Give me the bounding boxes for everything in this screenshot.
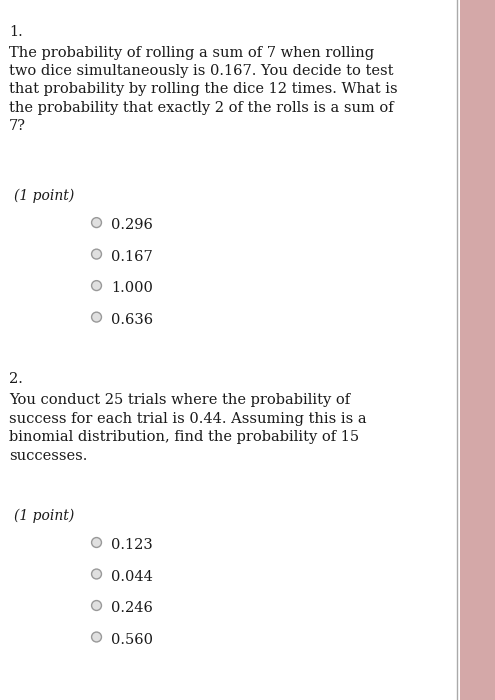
Ellipse shape bbox=[92, 569, 101, 579]
Text: The probability of rolling a sum of 7 when rolling
two dice simultaneously is 0.: The probability of rolling a sum of 7 wh… bbox=[9, 46, 397, 133]
Text: 1.: 1. bbox=[9, 25, 23, 38]
Text: 0.123: 0.123 bbox=[111, 538, 153, 552]
Text: 2.: 2. bbox=[9, 372, 23, 386]
Ellipse shape bbox=[92, 632, 101, 642]
Ellipse shape bbox=[92, 312, 101, 322]
Ellipse shape bbox=[92, 249, 101, 259]
Text: 0.167: 0.167 bbox=[111, 250, 153, 264]
Text: You conduct 25 trials where the probability of
success for each trial is 0.44. A: You conduct 25 trials where the probabil… bbox=[9, 393, 366, 463]
Text: 0.560: 0.560 bbox=[111, 633, 153, 647]
Text: 0.636: 0.636 bbox=[111, 313, 153, 327]
Bar bbox=[460, 0, 495, 700]
Text: (1 point): (1 point) bbox=[14, 189, 74, 204]
Ellipse shape bbox=[92, 218, 101, 228]
Text: 0.246: 0.246 bbox=[111, 601, 153, 615]
Text: (1 point): (1 point) bbox=[14, 509, 74, 524]
Text: 1.000: 1.000 bbox=[111, 281, 153, 295]
Text: 0.296: 0.296 bbox=[111, 218, 153, 232]
Ellipse shape bbox=[92, 601, 101, 610]
Ellipse shape bbox=[92, 281, 101, 290]
Ellipse shape bbox=[92, 538, 101, 547]
Text: 0.044: 0.044 bbox=[111, 570, 153, 584]
